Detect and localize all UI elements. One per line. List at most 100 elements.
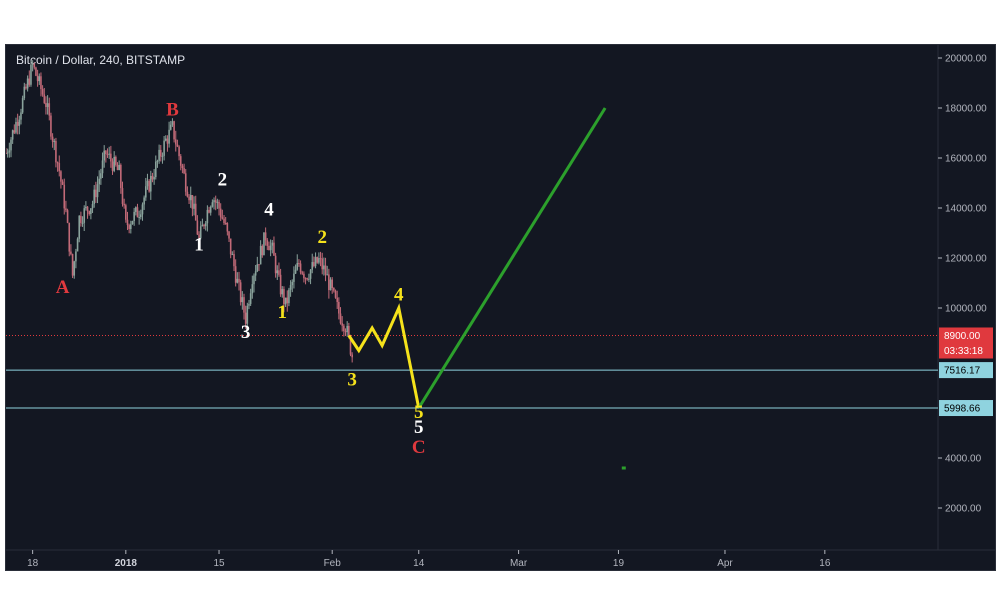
candle-body-186 [314, 257, 317, 267]
candle-body-17 [33, 63, 36, 68]
candle-body-205 [346, 325, 348, 333]
candle-body-116 [198, 234, 200, 239]
candle-body-31 [56, 162, 59, 164]
candle-body-137 [233, 254, 235, 267]
candle-body-63 [110, 153, 112, 162]
wave-label-3: 1 [194, 235, 204, 256]
candle-body-188 [318, 258, 320, 263]
candle-body-36 [65, 208, 67, 211]
candle-body-146 [248, 303, 250, 306]
candle-body-74 [128, 225, 130, 230]
candle-body-191 [323, 265, 325, 270]
y-tick-label-1: 18000.00 [945, 104, 987, 115]
candle-body-109 [186, 191, 189, 197]
candle-body-166 [281, 289, 284, 295]
candle-body-163 [276, 270, 279, 274]
candle-body-158 [268, 245, 270, 251]
candle-body-11 [23, 86, 26, 99]
candle-body-128 [218, 201, 220, 209]
chart-svg[interactable]: ABC123451234520000.0018000.0016000.00140… [6, 45, 995, 570]
candle-body-26 [48, 103, 51, 116]
y-tick-label-0: 20000.00 [945, 54, 987, 65]
candle-body-144 [244, 312, 247, 324]
candle-body-129 [219, 208, 222, 218]
candle-body-198 [334, 290, 337, 298]
candle-body-100 [171, 121, 174, 125]
chart-frame: Bitcoin / Dollar, 240, BITSTAMP A B C 1 2 3 4 5… [5, 44, 996, 571]
y-tick-label-6: 4000.00 [945, 454, 982, 465]
candle-body-6 [15, 121, 17, 133]
candle-body-124 [211, 202, 214, 207]
candle-body-136 [231, 254, 234, 256]
candle-body-79 [136, 207, 139, 218]
candle-body-76 [131, 220, 134, 225]
candle-body-61 [106, 154, 109, 156]
candle-body-70 [121, 188, 124, 204]
candle-body-138 [234, 266, 237, 283]
candle-body-165 [279, 274, 282, 295]
candle-body-98 [168, 129, 170, 144]
candle-body-167 [283, 289, 285, 305]
candle-body-187 [316, 257, 319, 263]
wave-label-9: 2 [317, 227, 327, 248]
candle-body-141 [239, 282, 242, 303]
candle-body-2 [8, 150, 11, 153]
candle-body-19 [36, 75, 39, 82]
candle-body-180 [304, 278, 307, 280]
candle-body-123 [209, 206, 212, 213]
candle-body-113 [193, 203, 195, 209]
candle-body-197 [333, 287, 335, 291]
candle-body-149 [253, 275, 255, 285]
candle-body-13 [26, 78, 29, 89]
candle-body-1 [6, 152, 9, 154]
candle-body-35 [63, 184, 66, 209]
x-tick-label-6: 19 [613, 558, 625, 569]
candle-body-130 [221, 217, 224, 219]
wave-label-1: B [166, 100, 179, 121]
candle-body-96 [164, 138, 167, 141]
projection-line-1 [417, 107, 607, 409]
candle-body-99 [169, 124, 172, 130]
candle-body-34 [61, 181, 64, 185]
candle-body-115 [196, 220, 199, 235]
candle-body-38 [68, 222, 71, 252]
candle-body-65 [113, 156, 115, 171]
candle-body-67 [116, 164, 119, 171]
candle-body-52 [91, 204, 94, 209]
candle-body-139 [236, 278, 239, 283]
candle-body-8 [18, 119, 21, 126]
price-tag-box-3 [939, 400, 993, 417]
candle-body-127 [216, 201, 219, 203]
candle-body-40 [71, 254, 74, 276]
wave-label-5: 3 [241, 322, 251, 343]
candle-body-161 [273, 242, 275, 256]
candle-body-171 [289, 285, 292, 290]
candle-body-159 [269, 245, 272, 251]
candle-body-18 [35, 67, 37, 76]
candle-body-28 [51, 136, 54, 142]
candle-body-92 [158, 149, 160, 161]
candle-body-7 [16, 121, 19, 126]
candle-body-176 [298, 262, 300, 264]
candle-body-90 [154, 161, 157, 178]
candle-body-162 [274, 255, 277, 274]
candle-body-135 [229, 238, 232, 255]
candle-body-88 [151, 175, 154, 180]
candle-body-179 [303, 273, 305, 279]
candle-body-154 [261, 245, 264, 256]
candle-body-203 [343, 325, 345, 332]
candle-body-32 [58, 163, 61, 172]
candle-body-107 [183, 168, 185, 174]
candle-body-106 [181, 165, 184, 169]
candle-body-49 [86, 206, 89, 212]
projection-marker [621, 466, 626, 470]
candle-body-122 [208, 209, 210, 213]
candle-body-48 [85, 206, 87, 209]
price-tag-label-2: 7516.17 [944, 366, 981, 377]
candle-body-193 [326, 274, 329, 276]
candle-body-83 [143, 197, 145, 205]
candle-body-14 [28, 78, 31, 85]
candle-body-147 [249, 293, 252, 304]
candle-body-58 [101, 160, 104, 174]
candle-body-71 [123, 203, 125, 206]
